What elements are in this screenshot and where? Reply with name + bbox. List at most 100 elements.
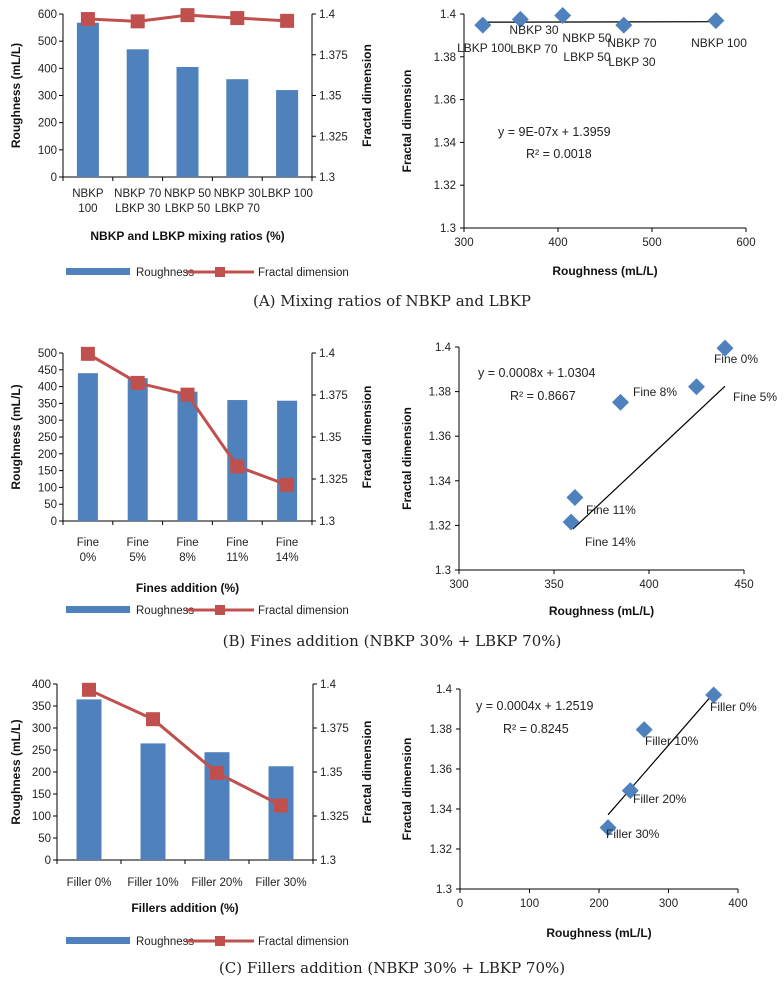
y-tick-label: 300: [38, 91, 57, 103]
scatter-point: [599, 819, 617, 837]
y-tick-label: 350: [32, 701, 51, 713]
y-tick-label: 1.36: [434, 95, 456, 107]
point-label: Filler 20%: [633, 792, 687, 806]
y2-tick-label: 1.4: [320, 679, 337, 691]
x-category-label: Fine 5%: [127, 537, 149, 564]
panel-a-combo-chart: 0 100 200 300 400 500 600 1.3 1.325 1.35 1.375 1.4 N…: [9, 8, 374, 243]
y-tick-label: 350: [38, 398, 57, 410]
point-label: NBKP 100: [691, 36, 747, 50]
trendline: [572, 385, 726, 530]
r-squared-value: R² = 0.0018: [526, 147, 592, 161]
y-tick-label: 200: [32, 767, 51, 779]
x-category-label: Filler 20%: [191, 877, 242, 889]
y2-tick-label: 1.35: [319, 91, 341, 103]
y2-tick-label: 1.35: [319, 432, 341, 444]
x-category-label-line: 11%: [226, 552, 248, 564]
x-axis-title: Roughness (mL/L): [552, 264, 657, 278]
y-tick-label: 1.38: [429, 387, 451, 399]
y-tick-label: 1.32: [434, 180, 456, 192]
y-tick-label: 500: [38, 36, 57, 48]
roughness-bar: [76, 699, 102, 860]
x-tick-label: 100: [520, 898, 539, 910]
panel-b: 0 50 100 150 200 250 300 350 400 450 500 1.3 1.325 1.…: [9, 339, 777, 650]
point-label-line: LBKP 30: [608, 55, 655, 69]
point-label-line: LBKP 50: [563, 50, 610, 64]
y-tick-label: 1.36: [429, 431, 451, 443]
y-tick-label: 0: [51, 516, 57, 528]
x-axis-title: NBKP and LBKP mixing ratios (%): [90, 229, 284, 243]
x-axis-title: Fillers addition (%): [131, 901, 238, 915]
x-category-label: NBKP 30 LBKP 70: [214, 188, 261, 215]
x-category-label: Filler 10%: [127, 877, 178, 889]
y2-tick-label: 1.325: [319, 131, 348, 143]
point-label-line: Fine 11%: [586, 503, 636, 517]
x-tick-label: 350: [544, 579, 563, 591]
x-category-label-line: 8%: [179, 552, 196, 564]
y-tick-label: 200: [38, 118, 57, 130]
panel-a-scatter-chart: 300 400 500 600 1.3 1.32 1.34 1.36 1.38 1.4 NBKP 1…: [400, 7, 756, 278]
y-tick-label: 1.34: [430, 804, 453, 816]
x-category-label: NBKP 70 LBKP 30: [114, 188, 161, 215]
y-tick-label: 100: [38, 482, 57, 494]
fractal-dimension-marker: [230, 459, 245, 474]
y-tick-label: 150: [38, 466, 57, 478]
panel-a: 0 100 200 300 400 500 600 1.3 1.325 1.35 1.375 1.4 N…: [9, 7, 756, 310]
y2-tick-label: 1.3: [319, 516, 335, 528]
y-tick-label: 250: [32, 745, 51, 757]
panel-b-legend: Roughness Fractal dimension: [66, 605, 349, 617]
roughness-bar: [126, 49, 149, 177]
legend-roughness-label: Roughness: [136, 936, 194, 948]
fractal-dimension-marker: [180, 387, 195, 402]
y2-tick-label: 1.4: [319, 9, 336, 21]
x-category-label: Filler 0%: [67, 877, 112, 889]
legend-roughness-label: Roughness: [136, 605, 194, 617]
x-category-label-line: LBKP 100: [261, 188, 313, 200]
y-tick-label: 150: [32, 789, 51, 801]
y-tick-label: 1.4: [435, 342, 452, 354]
fractal-dimension-marker: [130, 14, 145, 29]
point-label-line: Filler 30%: [606, 827, 660, 841]
point-label: NBKP 30 LBKP 70: [509, 23, 558, 56]
x-category-label-line: 100: [78, 203, 97, 215]
y-tick-label: 1.4: [436, 684, 453, 696]
point-label-line: Fine 0%: [714, 352, 758, 366]
point-label-line: NBKP 70: [607, 36, 656, 50]
panel-b-combo-chart: 0 50 100 150 200 250 300 350 400 450 500 1.3 1.325 1.…: [9, 346, 374, 595]
point-label-line: Fine 14%: [585, 535, 636, 549]
trendline-equation: y = 0.0008x + 1.0304: [478, 366, 596, 380]
legend-fractal-label: Fractal dimension: [258, 267, 349, 279]
y-tick-label: 1.36: [430, 764, 452, 776]
y-tick-label: 500: [38, 348, 57, 360]
point-label: Fine 0%: [714, 352, 758, 366]
r-squared-value: R² = 0.8667: [510, 389, 576, 403]
legend-fractal-label: Fractal dimension: [258, 936, 349, 948]
point-label-line: Filler 10%: [645, 734, 699, 748]
roughness-bar: [176, 66, 199, 177]
fractal-dimension-marker: [180, 8, 195, 23]
y-tick-label: 450: [38, 365, 57, 377]
y2-tick-label: 1.325: [320, 811, 349, 823]
x-tick-label: 400: [639, 579, 658, 591]
point-label: Filler 10%: [645, 734, 699, 748]
legend-fractal-marker: [215, 605, 225, 615]
x-axis-title: Roughness (mL/L): [546, 926, 651, 940]
y-axis-title: Fractal dimension: [400, 70, 414, 173]
x-category-label-line: Filler 10%: [127, 877, 178, 889]
y-tick-label: 300: [32, 723, 51, 735]
y-tick-label: 50: [44, 499, 57, 511]
point-label: Fine 5%: [733, 390, 777, 404]
x-axis-title: Roughness (mL/L): [549, 604, 654, 618]
caption-b: (B) Fines addition (NBKP 30% + LBKP 70%): [223, 632, 562, 650]
x-category-label-line: 5%: [129, 552, 146, 564]
point-label-line: NBKP 30: [509, 23, 558, 37]
panel-c-legend: Roughness Fractal dimension: [66, 936, 349, 948]
x-category-label-line: Fine: [127, 537, 149, 549]
y-tick-label: 1.3: [436, 884, 452, 896]
roughness-bar: [276, 90, 299, 177]
x-axis-title: Fines addition (%): [136, 581, 239, 595]
x-category-label-line: 14%: [276, 552, 299, 564]
x-category-label-line: LBKP 50: [165, 203, 210, 215]
scatter-point: [612, 393, 629, 411]
scatter-point: [554, 7, 572, 24]
fractal-dimension-marker: [82, 682, 96, 697]
